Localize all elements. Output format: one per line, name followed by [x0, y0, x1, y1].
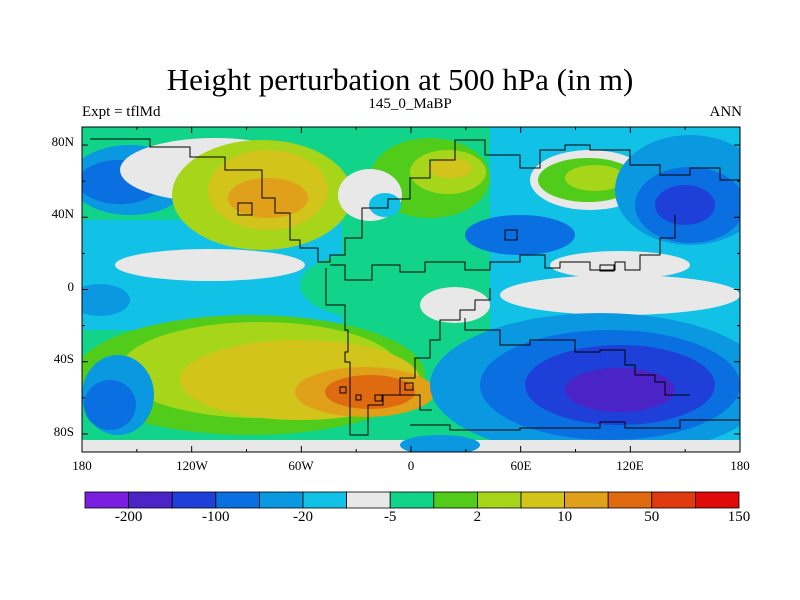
- colorbar-label: 50: [644, 509, 660, 525]
- colorbar-label: -20: [293, 509, 313, 525]
- colorbar-swatch: [84, 491, 129, 509]
- coastlines: [90, 138, 740, 436]
- lon-label-60w: 60W: [288, 458, 314, 473]
- experiment-label: Expt = tflMd: [82, 104, 161, 120]
- colorbar-swatch: [346, 491, 391, 509]
- map-title: Height perturbation at 500 hPa (in m): [166, 62, 634, 97]
- lon-label-180w: 180: [72, 458, 92, 473]
- lat-label-40n: 40N: [51, 206, 74, 221]
- contour-field: [82, 127, 740, 452]
- colorbar-swatch: [651, 491, 696, 509]
- lon-label-120e: 120E: [616, 458, 644, 473]
- colorbar-swatch: [215, 491, 260, 509]
- time-label: 145_0_MaBP: [368, 96, 452, 112]
- colorbar-label: 2: [473, 509, 482, 525]
- colorbar: [84, 491, 740, 509]
- lat-label-80s: 80S: [53, 424, 74, 439]
- lat-label-80n: 80N: [51, 134, 74, 149]
- lon-label-120w: 120W: [176, 458, 208, 473]
- colorbar-label: 10: [557, 509, 573, 525]
- colorbar-swatch: [520, 491, 565, 509]
- lon-label-0: 0: [407, 458, 415, 473]
- colorbar-label: -200: [114, 509, 143, 525]
- colorbar-swatch: [607, 491, 653, 509]
- axis-ticks: [81, 127, 741, 452]
- colorbar-swatch: [564, 491, 609, 509]
- colorbar-swatch: [476, 491, 522, 509]
- colorbar-swatch: [302, 491, 347, 509]
- colorbar-label: 150: [727, 509, 751, 525]
- colorbar-swatch: [258, 491, 304, 509]
- colorbar-swatch: [433, 491, 478, 509]
- lat-label-eq: 0: [67, 279, 75, 294]
- colorbar-label: -5: [383, 509, 397, 525]
- colorbar-label: -100: [202, 509, 230, 525]
- colorbar-swatch: [389, 491, 435, 509]
- lon-label-60e: 60E: [510, 458, 532, 473]
- lat-label-40s: 40S: [53, 351, 74, 366]
- lon-label-180e: 180: [730, 458, 750, 473]
- season-label: ANN: [709, 104, 743, 120]
- colorbar-swatch: [695, 491, 740, 509]
- colorbar-swatch: [171, 491, 217, 509]
- colorbar-swatch: [128, 491, 173, 509]
